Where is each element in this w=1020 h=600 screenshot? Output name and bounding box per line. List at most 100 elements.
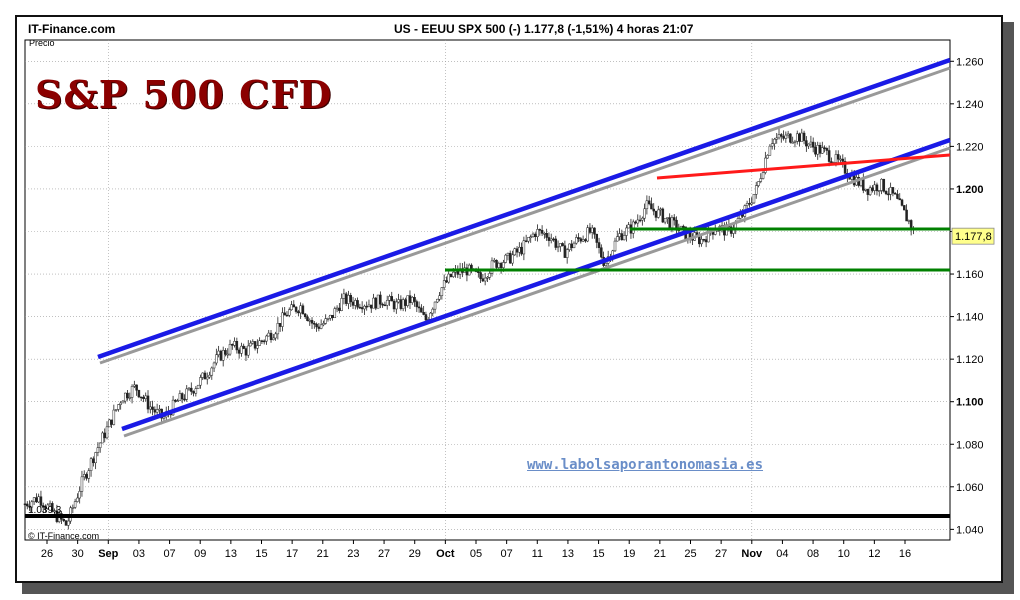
x-tick-label: 23 [347,548,359,560]
candle-body [203,372,207,380]
candle-body [215,354,218,364]
candle-body [385,300,389,306]
channel-line [97,57,951,360]
candle-body [94,452,97,464]
watermark-link[interactable]: www.labolsaporantonomasia.es [527,457,764,473]
candle-body [661,208,665,223]
y-tick-label: 1.200 [956,184,984,196]
candle-body [752,194,756,204]
candle-body [873,184,876,191]
candle-body [761,172,765,179]
candle-body [178,393,182,402]
candle-body [338,307,341,311]
candle-body [35,497,38,503]
candle-body [137,389,141,398]
candle-body [235,341,239,351]
y-tick-label: 1.060 [956,482,984,494]
x-tick-label: Sep [98,548,118,560]
candle-body [272,337,275,341]
y-tick-label: 1.260 [956,56,984,68]
candle-body [331,314,334,319]
candle-body [798,133,801,142]
candle-body [303,313,307,318]
candle-body [809,141,813,145]
candle-body [246,345,250,356]
candle-body [802,132,806,141]
candle-body [73,501,77,508]
candle-body [142,397,145,399]
candle-body [228,344,232,355]
candle-body [360,307,364,310]
candle-body [600,247,603,258]
candle-body [773,138,776,144]
y-tick-label: 1.100 [956,397,984,409]
candle-body [392,300,396,310]
candle-body [882,178,886,192]
candle-body [322,323,325,326]
candle-body [891,187,895,194]
channel-shadow-line [123,146,951,438]
candle-body [504,254,507,263]
candle-body [251,341,255,344]
candle-body [420,307,423,313]
candle-body [670,217,674,228]
x-tick-label: 07 [163,548,175,560]
candle-body [531,233,535,238]
candle-body [827,150,831,162]
candle-body [447,273,450,283]
candle-body [333,308,337,319]
candle-body [92,458,95,464]
candle-body [893,192,897,195]
candle-body [144,395,147,399]
candle-body [442,280,446,288]
channel-shadow-line [99,66,951,365]
candle-body [199,377,202,386]
instrument-info: US - EEUU SPX 500 (-) 1.177,8 (-1,51%) 4… [394,22,694,36]
candle-body [784,134,788,139]
candle-body [155,409,159,413]
candle-body [477,271,480,273]
candle-body [864,188,867,191]
grid [24,39,951,541]
copyright-note: © IT-Finance.com [28,531,100,541]
candle-body [618,233,621,237]
candle-body [285,314,289,317]
candle-body [237,349,241,354]
candle-body [258,340,261,346]
candle-body [404,299,407,306]
candle-body [800,132,804,142]
candle-body [905,209,908,222]
candle-body [256,345,259,349]
candle-body [584,239,587,242]
candle-body [326,318,330,320]
candle-body [520,246,523,255]
candle-body [590,227,594,233]
x-tick-label: 27 [378,548,390,560]
candle-body [907,220,911,222]
candle-body [46,504,50,509]
candle-body [108,419,111,428]
last-price-tag [951,227,995,245]
candle-body [499,263,503,268]
candle-body [219,350,223,361]
candle-body [149,406,152,410]
candle-body [554,238,558,248]
candle-body [768,145,772,156]
candle-body [424,314,428,321]
candle-body [299,305,302,314]
candle-body [793,140,797,143]
candle-body [315,323,318,328]
candle-body [449,273,453,277]
candle-body [71,507,75,509]
candle-body [887,193,890,196]
candle-body [702,239,706,241]
candle-body [110,419,113,425]
x-tick-label: 19 [623,548,635,560]
candle-body [210,367,214,376]
x-tick-label: 30 [72,548,84,560]
candle-body [342,293,346,299]
candle-body [367,304,371,307]
candle-body [406,295,409,306]
candle-body [123,392,127,402]
candle-body [78,491,81,499]
